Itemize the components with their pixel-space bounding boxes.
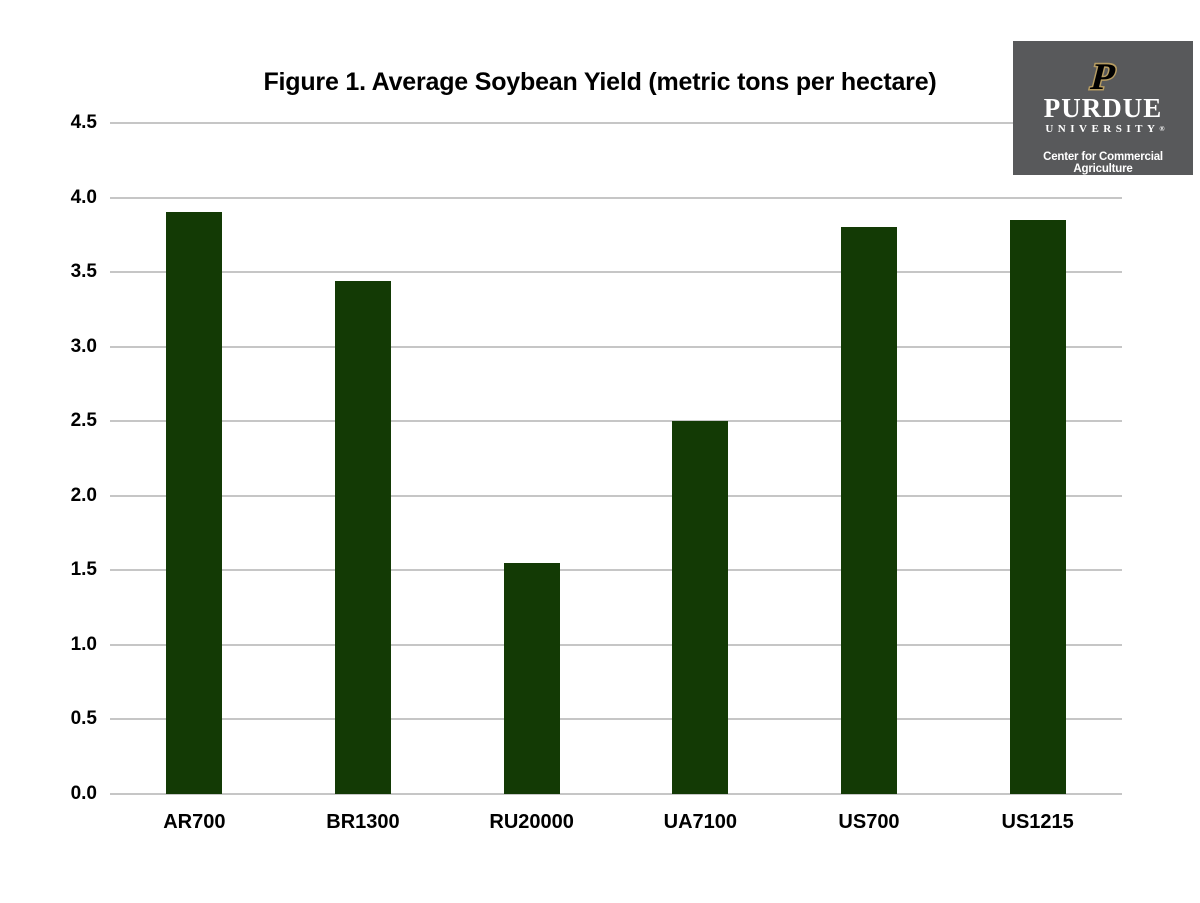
y-axis-tick-label: 0.0: [70, 783, 97, 804]
y-axis-tick-label: 3.0: [70, 335, 97, 357]
svg-text:P: P: [1087, 58, 1120, 94]
gridline: [110, 793, 1122, 795]
university-text: UNIVERSITY: [1045, 123, 1160, 135]
y-axis-tick-label: 4.0: [70, 186, 97, 208]
x-axis-category-label: UA7100: [663, 811, 738, 833]
bar-BR1300: [335, 281, 391, 794]
gridline: [110, 420, 1122, 423]
registered-trademark: ®: [1159, 125, 1165, 133]
bar-RU20000: [503, 562, 560, 794]
y-axis-tick-label: 4.5: [70, 112, 97, 133]
gridline: [110, 196, 1122, 199]
y-axis-tick-label: 0.5: [70, 708, 97, 730]
gridline: [110, 271, 1122, 274]
purdue-wordmark: PURDUE: [1043, 93, 1163, 123]
plot-area: 0.0 0.5 1.0 1.5 2.0 2.5 3.0 3.5 4.0 4.5 AR700 BR130…: [71, 112, 1122, 833]
gridline: [110, 494, 1122, 497]
purdue-p-icon: P: [1085, 58, 1121, 94]
purdue-logo: P PURDUE UNIVERSITY® Center for Commerci…: [1013, 41, 1193, 175]
x-axis-category-label: BR1300: [326, 811, 400, 833]
x-axis-category-label: US1215: [1001, 811, 1074, 833]
gridline: [110, 643, 1122, 646]
gridline: [110, 345, 1122, 348]
x-axis-category-label: AR700: [163, 811, 226, 833]
y-axis-tick-label: 1.0: [70, 633, 97, 655]
purdue-center-subtitle: Center for Commercial Agriculture: [1043, 151, 1163, 175]
y-axis-tick-label: 2.0: [70, 484, 97, 506]
gridline: [110, 569, 1122, 572]
purdue-university-line: UNIVERSITY®: [1041, 123, 1164, 135]
chart-title: Figure 1. Average Soybean Yield (metric …: [263, 68, 937, 96]
gridline: [110, 718, 1122, 721]
y-axis-tick-label: 3.5: [70, 261, 97, 283]
y-axis-tick-label: 2.5: [70, 410, 97, 432]
x-axis-category-label: RU20000: [489, 811, 574, 833]
bar-UA7100: [672, 421, 729, 794]
x-axis-category-label: US700: [838, 811, 900, 833]
gridline: [110, 122, 1122, 124]
bar-US1215: [1009, 219, 1066, 794]
bar-US700: [841, 227, 897, 794]
bar-AR700: [166, 212, 223, 794]
y-axis-tick-label: 1.5: [70, 559, 97, 581]
